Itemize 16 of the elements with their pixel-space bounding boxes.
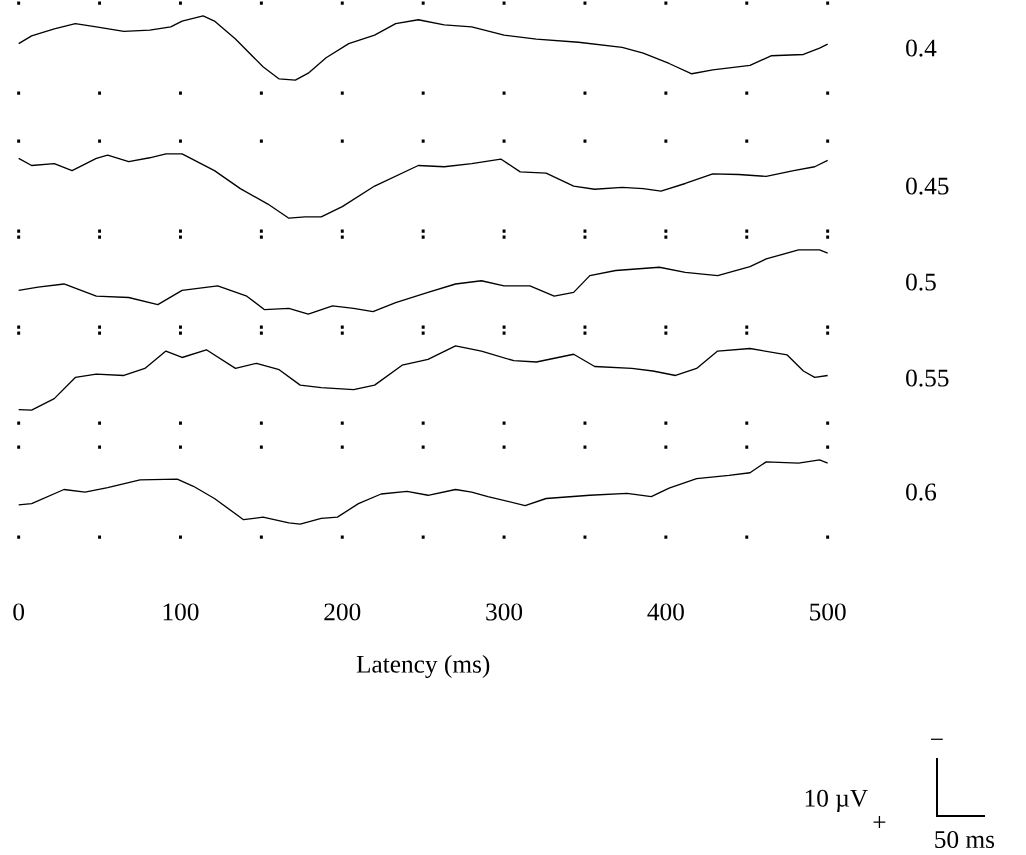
x-tick-label: 100	[163, 603, 199, 621]
x-tick-label: 200	[324, 603, 361, 621]
x-tick-label: 400	[647, 603, 684, 621]
text: 50 ms	[935, 830, 995, 848]
text: 10 µV	[805, 789, 868, 812]
x-tick-label: 300	[486, 603, 523, 621]
text: 0.6	[906, 483, 937, 501]
x-axis-title: Latency (ms)	[356, 654, 490, 678]
text: +	[873, 816, 886, 828]
text: 0.45	[906, 177, 949, 195]
text: 0.5	[906, 273, 936, 291]
text: −	[930, 738, 943, 740]
x-tick-label: 0	[13, 603, 25, 621]
text: 0.55	[906, 369, 949, 387]
text: 0.4	[906, 39, 937, 57]
x-tick-label: 500	[810, 603, 846, 621]
